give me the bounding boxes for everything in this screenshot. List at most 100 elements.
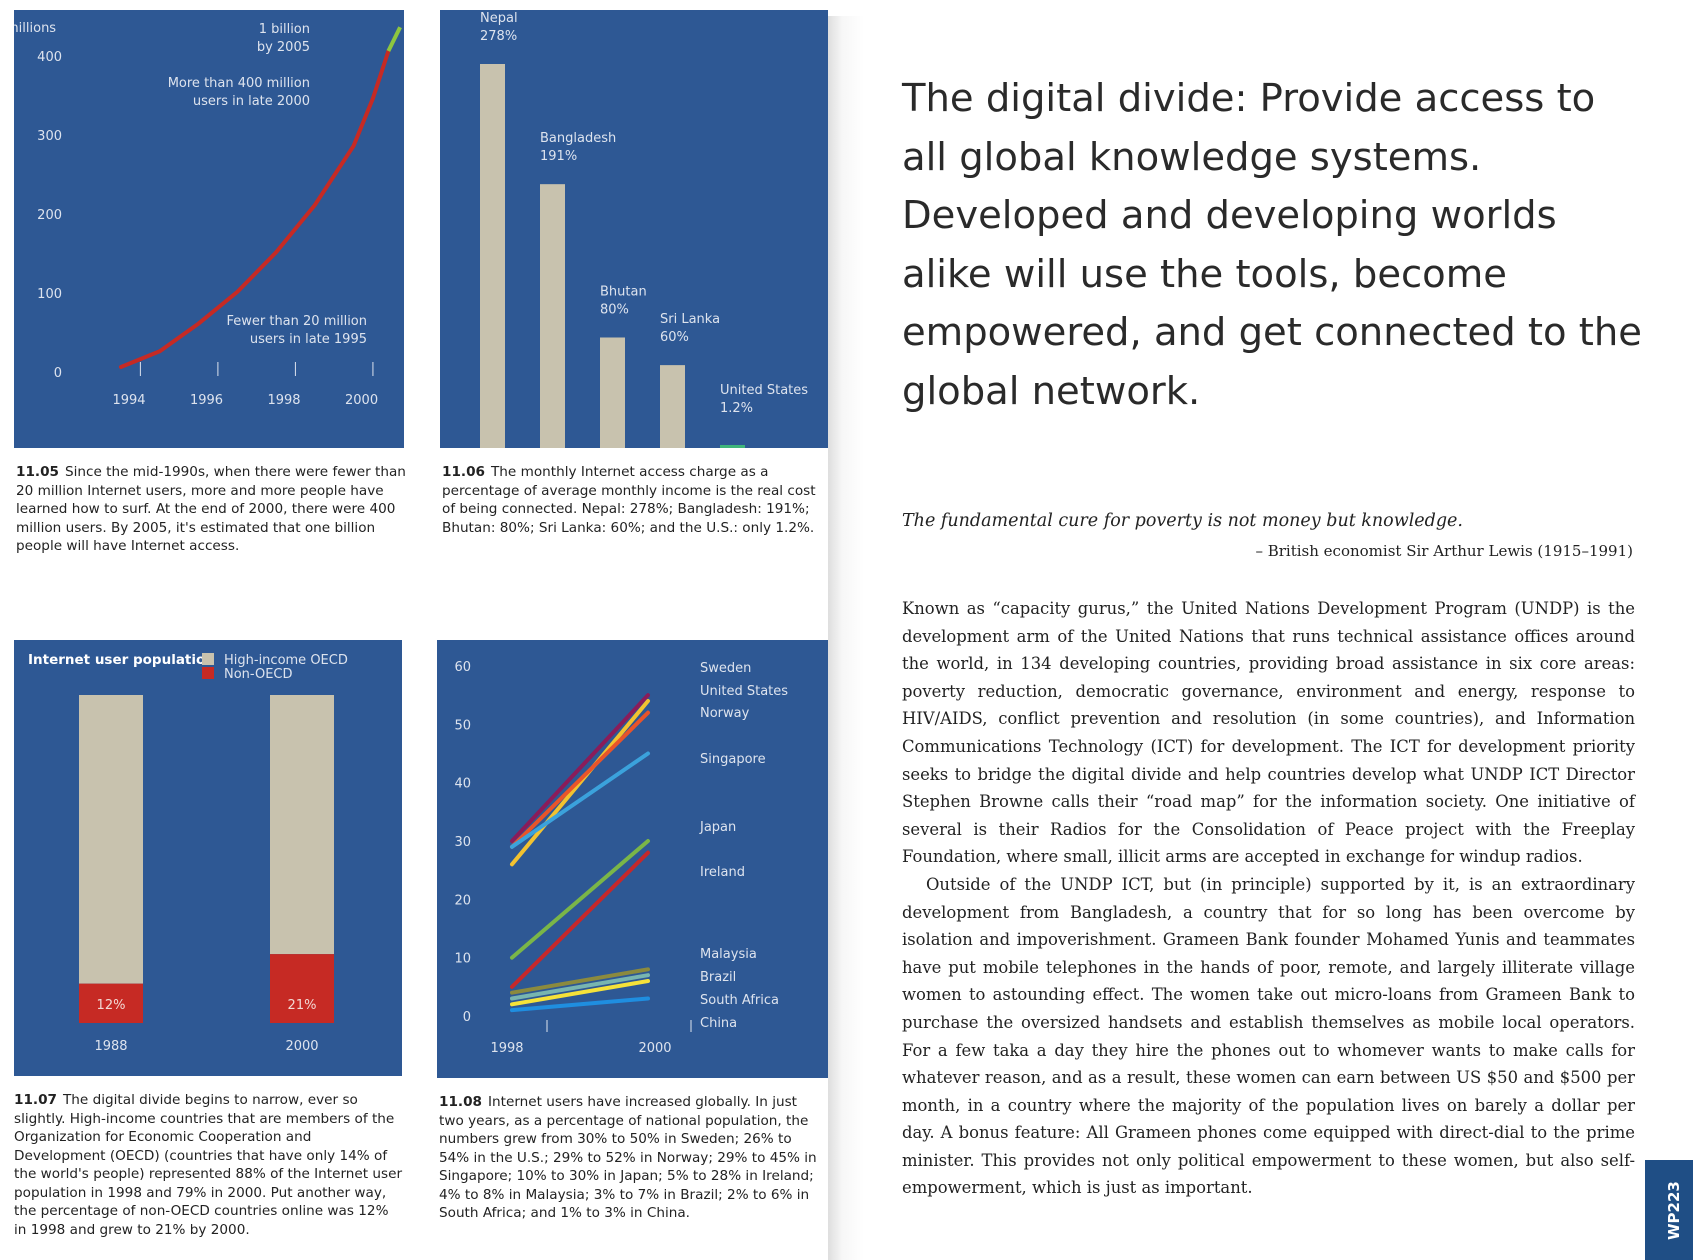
series-label: China xyxy=(700,1016,737,1031)
caption-text: The digital divide begins to narrow, eve… xyxy=(14,1092,403,1238)
legend-swatch-non-oecd xyxy=(202,667,214,679)
y-tick-label: 40 xyxy=(454,777,471,792)
bar-high-income xyxy=(79,695,143,984)
y-tick-label: 300 xyxy=(37,129,62,144)
bar-value-label: 1.2% xyxy=(720,401,753,416)
series-label: United States xyxy=(700,684,788,699)
caption-text: Internet users have increased globally. … xyxy=(439,1094,817,1221)
legend-swatch-high-income xyxy=(202,653,214,665)
page-number: WP223 xyxy=(1665,1181,1683,1240)
access-cost-bar-chart: Nepal 278% Bangladesh 191% Bhutan 80% Sri Lank… xyxy=(480,11,808,448)
bar xyxy=(540,184,565,448)
bar-non-oecd xyxy=(79,983,143,1023)
epigraph-attribution: – British economist Sir Arthur Lewis (19… xyxy=(1255,542,1633,560)
body-text: Known as “capacity gurus,” the United Na… xyxy=(902,595,1635,1202)
caption-text: Since the mid-1990s, when there were few… xyxy=(16,464,406,554)
internet-users-line-chart: millions 400 300 200 100 0 1994 1996 1998 2000 1 b… xyxy=(14,21,402,408)
caption-number: 11.05 xyxy=(16,464,59,480)
y-axis-label: millions xyxy=(14,21,56,36)
national-users-line-chart: 60 50 40 30 20 10 0 1998 2000 Sweden United States… xyxy=(454,660,788,1056)
x-category-label: 1988 xyxy=(94,1039,127,1054)
bar-non-oecd xyxy=(270,954,334,1023)
y-tick-label: 60 xyxy=(454,660,471,675)
y-tick-label: 30 xyxy=(454,835,471,850)
bar-value-label: 278% xyxy=(480,29,517,44)
bar xyxy=(720,445,745,448)
y-tick-label: 0 xyxy=(54,366,62,381)
chart-internet-users-panel: millions 400 300 200 100 0 1994 1996 1998 2000 1 b… xyxy=(14,10,404,448)
x-tick-label: 1996 xyxy=(190,393,223,408)
y-tick-label: 0 xyxy=(463,1010,471,1025)
series-label: Sweden xyxy=(700,661,751,676)
y-tick-label: 100 xyxy=(37,287,62,302)
epigraph-quote: The fundamental cure for poverty is not … xyxy=(902,511,1463,531)
page-number-tab: WP223 xyxy=(1645,1160,1693,1260)
x-tick-label: 1994 xyxy=(112,393,145,408)
internet-users-line xyxy=(119,49,391,369)
annotation-label: Fewer than 20 million xyxy=(226,314,367,329)
annotation-label: by 2005 xyxy=(257,40,310,55)
bar xyxy=(660,365,685,448)
chart-title: Internet user population xyxy=(28,652,215,668)
series-line xyxy=(510,751,650,849)
caption-11-06: 11.06 The monthly Internet access charge … xyxy=(442,463,827,537)
bar-category-label: Sri Lanka xyxy=(660,312,720,327)
legend-label-non-oecd: Non-OECD xyxy=(224,667,293,682)
y-tick-label: 10 xyxy=(454,952,471,967)
bar xyxy=(480,64,505,448)
series-label: Singapore xyxy=(700,752,766,767)
series-line xyxy=(510,979,650,1007)
bar-category-label: Bangladesh xyxy=(540,131,616,146)
bar-value-label: 191% xyxy=(540,149,577,164)
series-label: Japan xyxy=(699,820,736,835)
user-population-bar-chart: Internet user population High-income OECD… xyxy=(28,652,348,1054)
series-label: Norway xyxy=(700,706,750,721)
bar-category-label: United States xyxy=(720,383,808,398)
page-headline: The digital divide: Provide access to al… xyxy=(902,76,1642,414)
series-label: Malaysia xyxy=(700,947,757,962)
bar-category-label: Nepal xyxy=(480,11,518,26)
caption-text: The monthly Internet access charge as a … xyxy=(442,464,816,536)
y-tick-label: 400 xyxy=(37,50,62,65)
caption-number: 11.08 xyxy=(439,1094,482,1110)
y-tick-label: 20 xyxy=(454,893,471,908)
bar-value-label: 12% xyxy=(97,998,126,1013)
annotation-label: More than 400 million xyxy=(168,76,310,91)
series-line xyxy=(510,850,650,989)
bar xyxy=(600,337,625,448)
series-line xyxy=(510,973,650,1001)
body-paragraph: Known as “capacity gurus,” the United Na… xyxy=(902,599,1635,867)
x-tick-label: 2000 xyxy=(638,1041,671,1056)
caption-number: 11.07 xyxy=(14,1092,57,1108)
caption-11-07: 11.07 The digital divide begins to narrow… xyxy=(14,1091,404,1239)
bar-value-label: 60% xyxy=(660,330,689,345)
x-tick-label: 1998 xyxy=(267,393,300,408)
series-label: Ireland xyxy=(700,865,745,880)
legend-label-high-income: High-income OECD xyxy=(224,653,348,668)
bar-high-income xyxy=(270,695,334,955)
chart-access-cost-panel: Nepal 278% Bangladesh 191% Bhutan 80% Sri Lank… xyxy=(440,10,828,448)
book-gutter xyxy=(828,16,864,1260)
series-label: South Africa xyxy=(700,993,779,1008)
y-tick-label: 200 xyxy=(37,208,62,223)
series-label: Brazil xyxy=(700,970,736,985)
caption-11-05: 11.05 Since the mid-1990s, when there wer… xyxy=(16,463,406,556)
caption-11-08: 11.08 Internet users have increased globa… xyxy=(439,1093,824,1223)
series-line xyxy=(510,710,650,849)
series-line xyxy=(510,967,650,995)
x-tick-label: 1998 xyxy=(490,1041,523,1056)
projection-line xyxy=(386,26,402,52)
body-paragraph: Outside of the UNDP ICT, but (in princip… xyxy=(902,874,1635,1198)
x-category-label: 2000 xyxy=(285,1039,318,1054)
caption-number: 11.06 xyxy=(442,464,485,480)
chart-national-users-panel: 60 50 40 30 20 10 0 1998 2000 Sweden United States… xyxy=(437,640,828,1078)
x-tick-label: 2000 xyxy=(345,393,378,408)
annotation-label: 1 billion xyxy=(259,22,310,37)
series-line xyxy=(510,996,650,1013)
chart-user-population-panel: Internet user population High-income OECD… xyxy=(14,640,402,1076)
series-line xyxy=(510,839,650,960)
annotation-label: users in late 1995 xyxy=(250,332,367,347)
y-tick-label: 50 xyxy=(454,718,471,733)
series-line xyxy=(510,699,650,867)
annotation-label: users in late 2000 xyxy=(193,94,310,109)
